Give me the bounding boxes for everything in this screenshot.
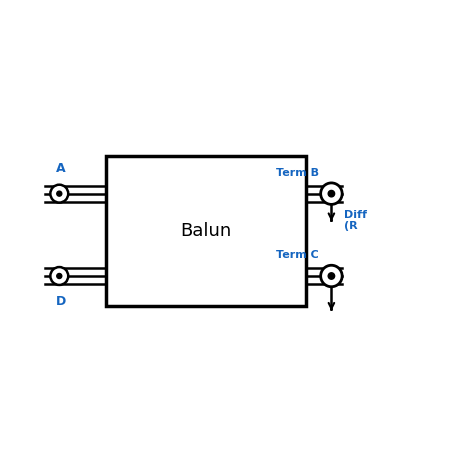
Text: Diff: Diff: [344, 210, 367, 220]
Text: D: D: [56, 295, 66, 308]
Text: (R: (R: [344, 221, 358, 231]
Circle shape: [321, 265, 342, 287]
Circle shape: [50, 185, 68, 203]
Circle shape: [57, 273, 62, 279]
Circle shape: [50, 267, 68, 285]
FancyBboxPatch shape: [106, 156, 306, 306]
Circle shape: [321, 183, 342, 205]
Circle shape: [328, 191, 335, 197]
Text: Term C: Term C: [276, 250, 319, 260]
Text: A: A: [56, 162, 65, 175]
Text: Balun: Balun: [180, 222, 232, 240]
Circle shape: [57, 191, 62, 196]
Circle shape: [328, 273, 335, 279]
Text: Term B: Term B: [276, 167, 319, 178]
